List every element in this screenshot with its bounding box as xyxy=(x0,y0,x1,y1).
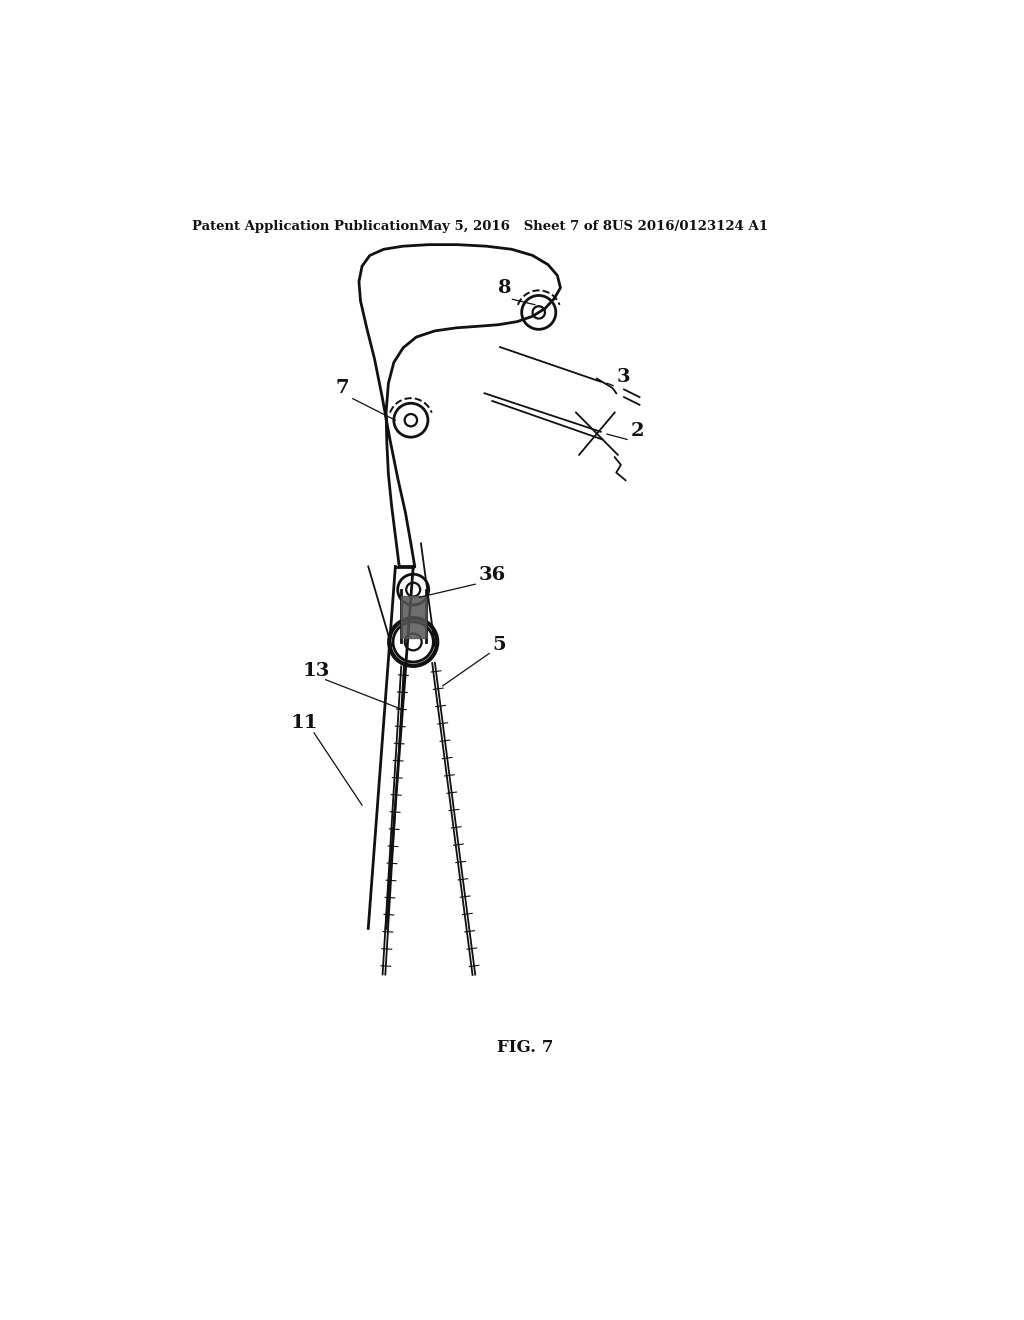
Text: 3: 3 xyxy=(616,368,630,385)
Text: 8: 8 xyxy=(499,279,512,297)
Text: May 5, 2016   Sheet 7 of 8: May 5, 2016 Sheet 7 of 8 xyxy=(419,219,611,232)
Text: 5: 5 xyxy=(493,636,506,653)
Text: 13: 13 xyxy=(302,661,330,680)
Circle shape xyxy=(397,574,429,605)
Polygon shape xyxy=(400,595,426,638)
Text: 11: 11 xyxy=(291,714,318,733)
Text: FIG. 7: FIG. 7 xyxy=(497,1039,553,1056)
Text: 2: 2 xyxy=(630,421,644,440)
Circle shape xyxy=(394,404,428,437)
Text: 7: 7 xyxy=(336,379,349,397)
Circle shape xyxy=(393,622,433,663)
Text: Patent Application Publication: Patent Application Publication xyxy=(191,219,418,232)
Text: 36: 36 xyxy=(478,566,506,585)
Circle shape xyxy=(521,296,556,330)
Text: US 2016/0123124 A1: US 2016/0123124 A1 xyxy=(612,219,768,232)
